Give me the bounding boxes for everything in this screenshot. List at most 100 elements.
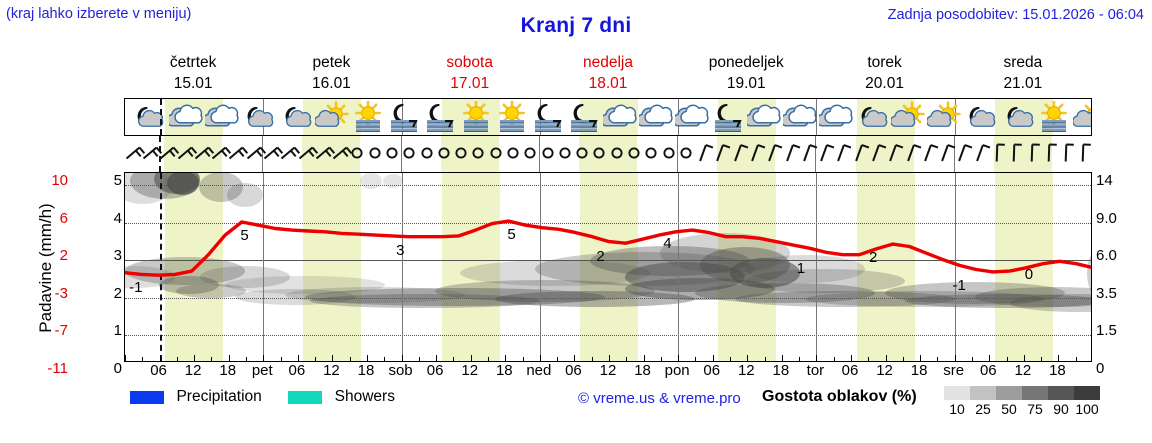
day-name: sobota	[446, 54, 493, 71]
axis-tick-mark	[228, 355, 230, 361]
axis-tick-mark	[730, 357, 731, 361]
axis-tick-mark	[332, 355, 334, 361]
daylight-band	[441, 173, 500, 361]
wind-barb-icon	[983, 136, 1011, 170]
cloud-cloud-icon	[816, 101, 853, 135]
sun-rain-icon	[495, 100, 529, 135]
precipitation-color-swatch	[130, 390, 164, 404]
x-tick-label: pet	[251, 362, 273, 379]
wind-barb-icon	[1000, 136, 1028, 170]
day-header-6: torek 20.01	[815, 52, 953, 96]
axis-tick-mark	[902, 357, 904, 361]
cloud-density-tick-label: 50	[1001, 401, 1017, 417]
axis-tick-mark	[591, 357, 593, 361]
wind-barb-icon	[793, 136, 821, 170]
daylight-band	[440, 136, 499, 172]
wind-calm-icon	[672, 136, 700, 170]
axis-tick-mark	[868, 357, 870, 361]
x-tick-label: 06	[288, 362, 306, 379]
wind-barb-icon	[292, 136, 320, 170]
temperature-value-label: -1	[952, 276, 966, 294]
tick-label: 4	[113, 209, 122, 227]
tick-label: 0	[1096, 359, 1105, 377]
tick-label: 10	[51, 172, 68, 189]
cloud-density-tick-label: 10	[949, 401, 965, 417]
temperature-value-label: 2	[869, 249, 878, 267]
tick-label: 5	[113, 172, 122, 189]
moon-cloud-icon	[241, 101, 275, 135]
x-tick-label: 06	[841, 362, 859, 379]
x-tick-label: 12	[184, 362, 202, 379]
x-tick-label: 18	[357, 362, 375, 379]
wind-barb-icon	[827, 136, 855, 170]
axis-tick-mark	[799, 357, 801, 361]
axis-tick-mark	[626, 357, 628, 361]
wind-barb-icon	[689, 136, 717, 170]
sun-cloud-icon	[889, 101, 925, 135]
wind-barb-icon	[897, 136, 925, 170]
day-date: 16.01	[312, 75, 351, 92]
credit-link[interactable]: © vreme.us & vreme.pro	[578, 390, 741, 407]
cloud-density-swatch	[1048, 386, 1074, 400]
wind-calm-icon	[482, 136, 510, 170]
day-separator	[262, 136, 264, 172]
wind-barb-icon	[1069, 136, 1092, 170]
x-tick-label: 18	[772, 362, 790, 379]
axis-tick-mark	[712, 355, 714, 361]
tick-label: 3	[113, 247, 122, 264]
day-separator	[816, 99, 818, 135]
wind-barb-icon	[966, 136, 994, 170]
wind-calm-icon	[464, 136, 492, 170]
moon-cloud-icon	[1001, 101, 1035, 135]
tick-label: -3	[54, 284, 68, 302]
wind-barb-icon	[1052, 136, 1080, 170]
axis-tick-mark	[142, 357, 144, 361]
wind-calm-icon	[568, 136, 596, 170]
axis-tick-mark	[384, 357, 386, 361]
axis-tick-mark	[1075, 357, 1077, 361]
wind-barb-icon	[810, 136, 838, 170]
x-tick-label: 18	[1049, 362, 1066, 379]
temperature-value-label: 3	[396, 241, 405, 259]
wind-calm-icon	[378, 136, 406, 170]
temperature-value-label: 1	[796, 259, 806, 277]
axis-tick-mark	[488, 357, 489, 361]
sun-cloud-icon	[925, 101, 961, 135]
tick-label: 6.0	[1096, 247, 1117, 264]
day-date: 19.01	[726, 75, 766, 92]
day-separator	[954, 99, 956, 135]
current-time-line	[158, 136, 161, 172]
wind-calm-icon	[361, 136, 389, 170]
axis-tick-mark	[539, 355, 541, 361]
cloud-density-swatch	[970, 386, 996, 400]
location-menu-note[interactable]: (kraj lahko izberete v meniju)	[6, 6, 192, 22]
cloud-density-legend-title: Gostota oblakov (%)	[762, 388, 917, 405]
axis-tick-mark	[885, 355, 887, 361]
axis-tick-mark	[436, 355, 438, 361]
day-date: 15.01	[173, 75, 213, 92]
temperature-value-label: -1	[129, 278, 143, 296]
legend-label-showers: Showers	[334, 388, 395, 405]
wind-barb-icon	[171, 136, 199, 170]
x-tick-label: 18	[495, 362, 513, 379]
x-tick-label: 06	[426, 362, 444, 379]
moon-cloud-icon	[279, 101, 313, 135]
wind-calm-icon	[551, 136, 579, 170]
wind-barb-icon	[257, 136, 285, 170]
moon-rain-icon	[567, 101, 601, 135]
x-tick-label: 18	[910, 362, 928, 379]
axis-tick-mark	[643, 355, 645, 361]
day-date: 21.01	[1003, 75, 1043, 92]
day-separator	[401, 173, 403, 361]
wind-barb-icon	[931, 136, 959, 170]
temperature-value-label: 0	[1024, 266, 1034, 284]
wind-barb-icon	[914, 136, 942, 170]
moon-cloud-icon	[855, 101, 889, 135]
day-name: nedelja	[582, 54, 633, 71]
wind-barb-icon	[776, 136, 804, 170]
moon-rain-icon	[531, 101, 565, 135]
wind-barb-icon	[845, 136, 873, 170]
cloud-cloud-icon	[672, 101, 709, 135]
x-tick-label: pon	[664, 362, 690, 379]
